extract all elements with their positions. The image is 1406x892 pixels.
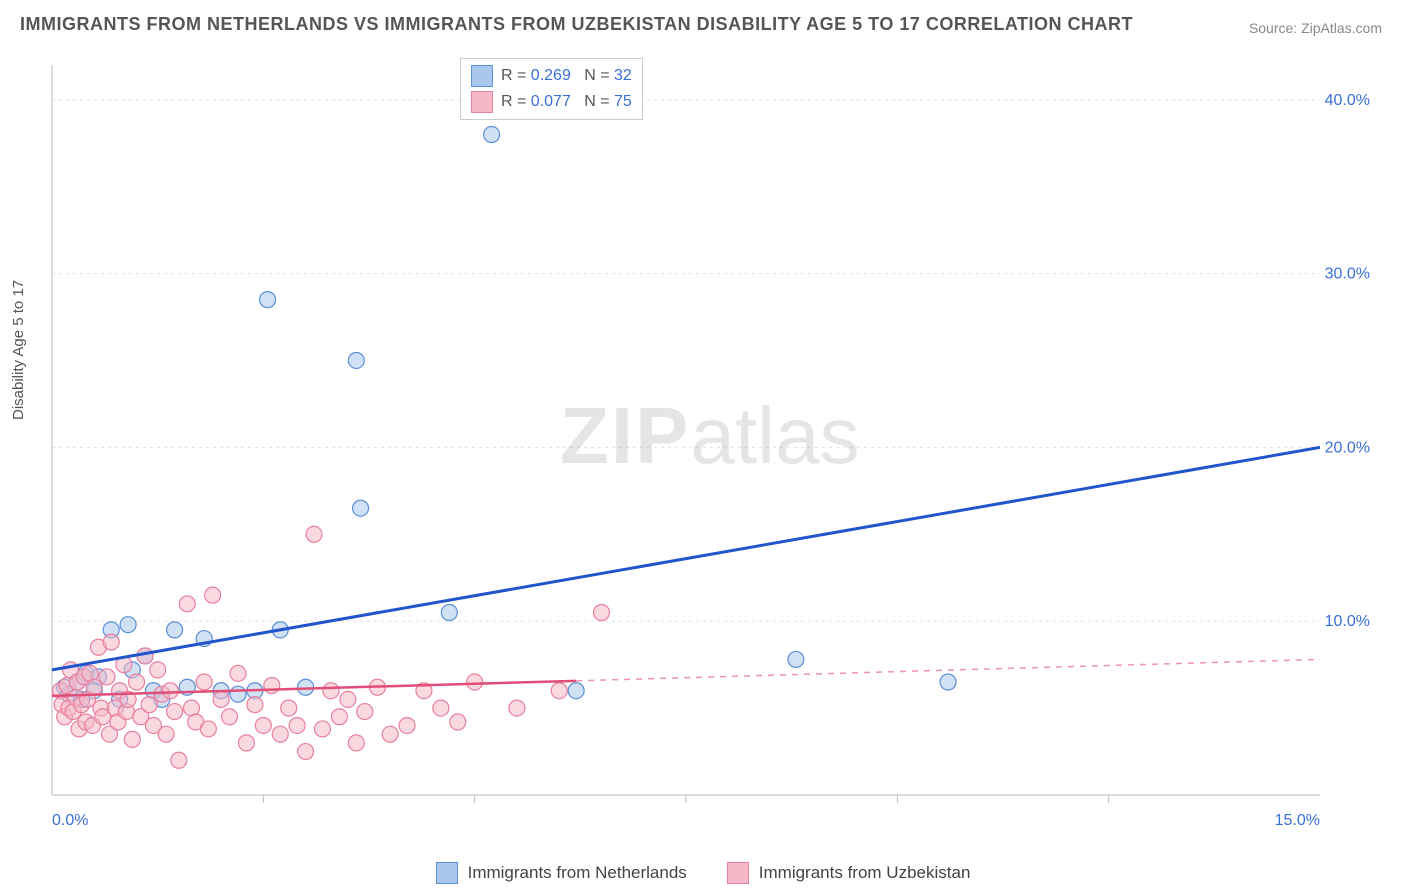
series-legend: Immigrants from Netherlands Immigrants fr… [0,862,1406,884]
source-attribution: Source: ZipAtlas.com [1249,20,1382,36]
chart-svg: 10.0% 20.0% 30.0% 40.0% 0.0% 15.0% [50,55,1380,835]
series-legend-item: Immigrants from Netherlands [436,862,687,884]
svg-text:20.0%: 20.0% [1325,439,1370,456]
chart-plot-area: 10.0% 20.0% 30.0% 40.0% 0.0% 15.0% [50,55,1380,835]
correlation-legend-box: R = 0.269 N = 32 R = 0.077 N = 75 [460,58,643,120]
legend-stats: R = 0.077 N = 75 [501,93,632,111]
series-legend-label: Immigrants from Uzbekistan [759,863,971,883]
series-legend-label: Immigrants from Netherlands [468,863,687,883]
legend-stats: R = 0.269 N = 32 [501,67,632,85]
svg-text:15.0%: 15.0% [1275,812,1320,829]
svg-text:0.0%: 0.0% [52,812,88,829]
chart-title: IMMIGRANTS FROM NETHERLANDS VS IMMIGRANT… [20,14,1133,35]
legend-swatch [471,65,493,87]
svg-text:40.0%: 40.0% [1325,92,1370,109]
svg-text:30.0%: 30.0% [1325,266,1370,283]
y-axis-label: Disability Age 5 to 17 [10,280,27,420]
svg-text:10.0%: 10.0% [1325,613,1370,630]
legend-swatch [727,862,749,884]
series-legend-item: Immigrants from Uzbekistan [727,862,971,884]
legend-swatch [436,862,458,884]
legend-row: R = 0.269 N = 32 [471,63,632,89]
legend-swatch [471,91,493,113]
legend-row: R = 0.077 N = 75 [471,89,632,115]
